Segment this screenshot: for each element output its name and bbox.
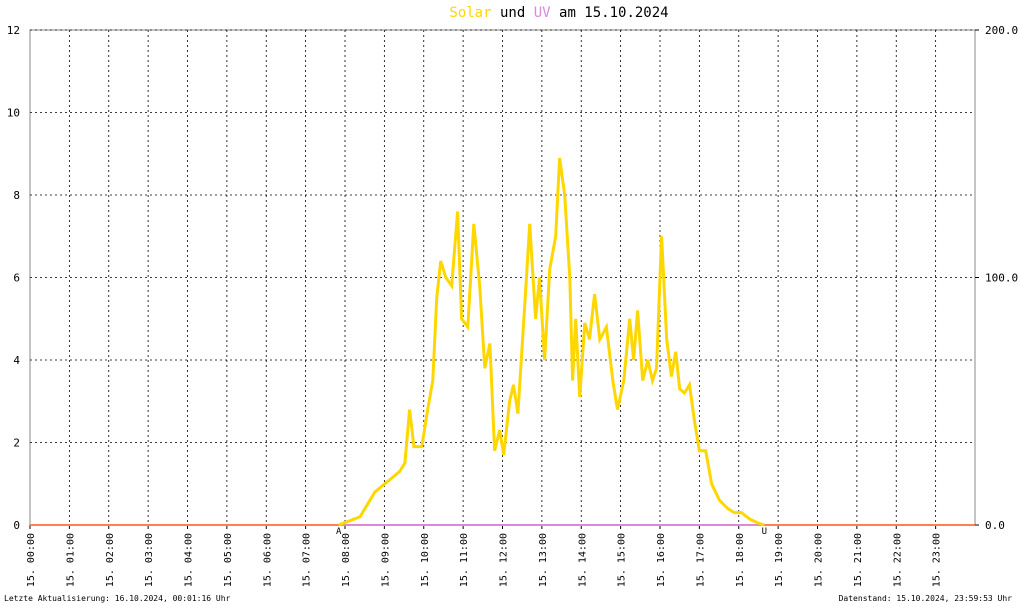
title-uv: UV [534, 5, 551, 21]
x-tick-label: 15. 03:00 [144, 533, 155, 587]
x-tick-label: 15. 19:00 [774, 533, 785, 587]
x-tick-label: 15. 12:00 [499, 533, 510, 587]
footer-left: Letzte Aktualisierung: 16.10.2024, 00:01… [4, 594, 231, 603]
title-connector: und [500, 5, 525, 21]
x-tick-label: 15. 18:00 [735, 533, 746, 587]
x-tick-label: 15. 17:00 [695, 533, 706, 587]
x-tick-label: 15. 22:00 [892, 533, 903, 587]
x-tick-label: 15. 13:00 [538, 533, 549, 587]
x-tick-label: 15. 05:00 [223, 533, 234, 587]
series-line [338, 157, 765, 527]
y2-tick-label: 100.0 [985, 272, 1018, 285]
x-tick-label: 15. 21:00 [853, 533, 864, 587]
footer-right: Datenstand: 15.10.2024, 23:59:53 Uhr [839, 594, 1013, 603]
x-tick-label: 15. 16:00 [656, 533, 667, 587]
chart-title: Solar und UV am 15.10.2024 [449, 5, 668, 21]
x-tick-label: 15. 10:00 [420, 533, 431, 587]
x-tick-label: 15. 08:00 [341, 533, 352, 587]
x-tick-label: 15. 07:00 [302, 533, 313, 587]
x-tick-label: 15. 09:00 [380, 533, 391, 587]
y-tick-label: 2 [13, 437, 20, 450]
y-tick-label: 10 [7, 107, 20, 120]
annotation: A [336, 527, 342, 537]
y2-tick-label: 0.0 [985, 519, 1005, 532]
x-tick-label: 15. 15:00 [617, 533, 628, 587]
x-tick-label: 15. 23:00 [932, 533, 943, 587]
x-tick-label: 15. 04:00 [184, 533, 195, 587]
x-tick-label: 15. 14:00 [577, 533, 588, 587]
y-tick-label: 8 [13, 189, 20, 202]
y-tick-label: 12 [7, 24, 20, 37]
y-tick-label: 4 [13, 354, 20, 367]
title-suffix: am 15.10.2024 [559, 5, 669, 21]
y-tick-label: 0 [13, 519, 20, 532]
title-solar: Solar [449, 5, 491, 21]
x-tick-label: 15. 20:00 [814, 533, 825, 587]
y-tick-label: 6 [13, 272, 20, 285]
x-tick-label: 15. 06:00 [262, 533, 273, 587]
x-tick-label: 15. 01:00 [65, 533, 76, 587]
x-tick-label: 15. 11:00 [459, 533, 470, 587]
annotation: U [762, 527, 767, 537]
x-tick-label: 15. 02:00 [105, 533, 116, 587]
x-tick-label: 15. 00:00 [26, 533, 37, 587]
y2-tick-label: 200.0 [985, 24, 1018, 37]
